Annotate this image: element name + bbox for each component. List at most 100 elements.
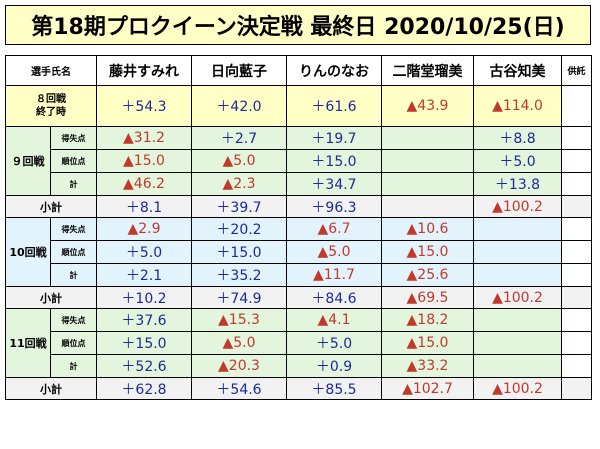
row-label: 得失点 [50, 126, 97, 150]
score-cell: ＋5.0 [473, 149, 562, 173]
deposit-header: 供託 [561, 55, 592, 86]
start-row: ８回戦 終了時 ＋54.3 ＋42.0 ＋61.6 ▲43.9 ▲114.0 [5, 85, 592, 127]
score-cell: ▲5.0 [191, 331, 287, 355]
subtotal-label: 小計 [5, 377, 97, 400]
score-cell [381, 172, 474, 196]
score-cell [473, 354, 562, 378]
deposit-cell [561, 217, 592, 241]
score-cell: ＋15.0 [286, 149, 382, 173]
score-cell: ＋2.1 [96, 263, 192, 287]
score-cell: ▲15.0 [381, 331, 474, 355]
score-cell: ▲69.5 [381, 286, 474, 309]
score-cell: ＋15.0 [96, 331, 192, 355]
score-cell [473, 240, 562, 264]
score-cell: ＋0.9 [286, 354, 382, 378]
score-cell: ＋54.3 [96, 85, 192, 127]
score-cell: ▲18.2 [381, 308, 474, 332]
score-cell [473, 263, 562, 287]
subtotal-row: 小計 ＋62.8 ＋54.6 ＋85.5 ▲102.7 ▲100.2 [5, 377, 592, 400]
score-cell: ＋8.1 [96, 195, 192, 218]
page-title: 第18期プロクイーン決定戦 最終日 2020/10/25(日) [5, 5, 591, 45]
score-cell: ▲100.2 [473, 377, 562, 400]
deposit-cell [561, 308, 592, 332]
score-cell: ＋85.5 [286, 377, 382, 400]
row-label: 順位点 [50, 240, 97, 264]
deposit-cell [561, 286, 592, 309]
round-label: ９回戦 [5, 126, 51, 196]
score-cell [381, 195, 474, 218]
score-cell: ▲4.1 [286, 308, 382, 332]
score-cell: ▲31.2 [96, 126, 192, 150]
header-row: 選手氏名 藤井すみれ 日向藍子 りんのなお 二階堂瑠美 古谷知美 供託 [5, 55, 592, 86]
score-cell: ＋39.7 [191, 195, 287, 218]
subtotal-label: 小計 [5, 286, 97, 309]
round-label: 11回戦 [5, 308, 51, 378]
score-cell: ▲43.9 [381, 85, 474, 127]
deposit-cell [561, 240, 592, 264]
score-cell: ＋5.0 [286, 331, 382, 355]
row-label: 順位点 [50, 149, 97, 173]
score-cell: ＋10.2 [96, 286, 192, 309]
player-header: 二階堂瑠美 [381, 55, 474, 86]
score-cell: ▲15.3 [191, 308, 287, 332]
score-cell: ▲25.6 [381, 263, 474, 287]
round-row: 10回戦 得失点 ▲2.9 ＋20.2 ▲6.7 ▲10.6 [5, 217, 592, 287]
deposit-cell [561, 263, 592, 287]
row-label: 得失点 [50, 308, 97, 332]
score-cell: ＋54.6 [191, 377, 287, 400]
score-cell: ▲15.0 [96, 149, 192, 173]
deposit-cell [561, 126, 592, 150]
score-cell [473, 331, 562, 355]
score-cell: ＋5.0 [96, 240, 192, 264]
score-cell: ＋20.2 [191, 217, 287, 241]
score-cell: ＋74.9 [191, 286, 287, 309]
round-row: 11回戦 得失点 ＋37.6 ▲15.3 ▲4.1 ▲18.2 [5, 308, 592, 378]
score-cell: ＋62.8 [96, 377, 192, 400]
score-cell: ＋61.6 [286, 85, 382, 127]
score-cell [381, 149, 474, 173]
round-row: 計 ＋52.6 ▲20.3 ＋0.9 ▲33.2 [5, 354, 592, 378]
round-label: 10回戦 [5, 217, 51, 287]
round-row: 順位点 ＋5.0 ＋15.0 ▲5.0 ▲15.0 [5, 240, 592, 264]
score-cell: ▲2.3 [191, 172, 287, 196]
score-cell: ＋15.0 [191, 240, 287, 264]
score-cell [381, 126, 474, 150]
start-label-line2: 終了時 [36, 107, 66, 118]
score-cell: ＋42.0 [191, 85, 287, 127]
player-header: りんのなお [286, 55, 382, 86]
deposit-cell [561, 377, 592, 400]
subtotal-row: 小計 ＋8.1 ＋39.7 ＋96.3 ▲100.2 [5, 195, 592, 218]
deposit-cell [561, 85, 592, 127]
score-cell: ▲15.0 [381, 240, 474, 264]
score-cell: ＋34.7 [286, 172, 382, 196]
row-label: 計 [50, 354, 97, 378]
player-header: 日向藍子 [191, 55, 287, 86]
score-cell: ＋52.6 [96, 354, 192, 378]
subtotal-label: 小計 [5, 195, 97, 218]
round-row: 順位点 ＋15.0 ▲5.0 ＋5.0 ▲15.0 [5, 331, 592, 355]
row-label: 計 [50, 263, 97, 287]
deposit-cell [561, 331, 592, 355]
player-name-header: 選手氏名 [5, 55, 97, 86]
start-label-line1: ８回戦 [36, 94, 66, 105]
score-cell: ＋8.8 [473, 126, 562, 150]
row-label: 順位点 [50, 331, 97, 355]
score-cell: ▲6.7 [286, 217, 382, 241]
score-cell: ▲20.3 [191, 354, 287, 378]
score-cell [473, 308, 562, 332]
deposit-cell [561, 172, 592, 196]
score-cell: ▲11.7 [286, 263, 382, 287]
round-row: ９回戦 得失点 ▲31.2 ＋2.7 ＋19.7 ＋8.8 [5, 126, 592, 196]
score-table: 選手氏名 藤井すみれ 日向藍子 りんのなお 二階堂瑠美 古谷知美 供託 ８回戦 … [5, 55, 592, 400]
player-header: 藤井すみれ [96, 55, 192, 86]
row-label: 計 [50, 172, 97, 196]
score-cell: ＋13.8 [473, 172, 562, 196]
score-cell: ▲5.0 [191, 149, 287, 173]
round-row: 計 ＋2.1 ＋35.2 ▲11.7 ▲25.6 [5, 263, 592, 287]
deposit-cell [561, 149, 592, 173]
score-cell: ▲33.2 [381, 354, 474, 378]
score-cell: ▲100.2 [473, 286, 562, 309]
start-label: ８回戦 終了時 [5, 85, 97, 127]
score-cell [473, 217, 562, 241]
